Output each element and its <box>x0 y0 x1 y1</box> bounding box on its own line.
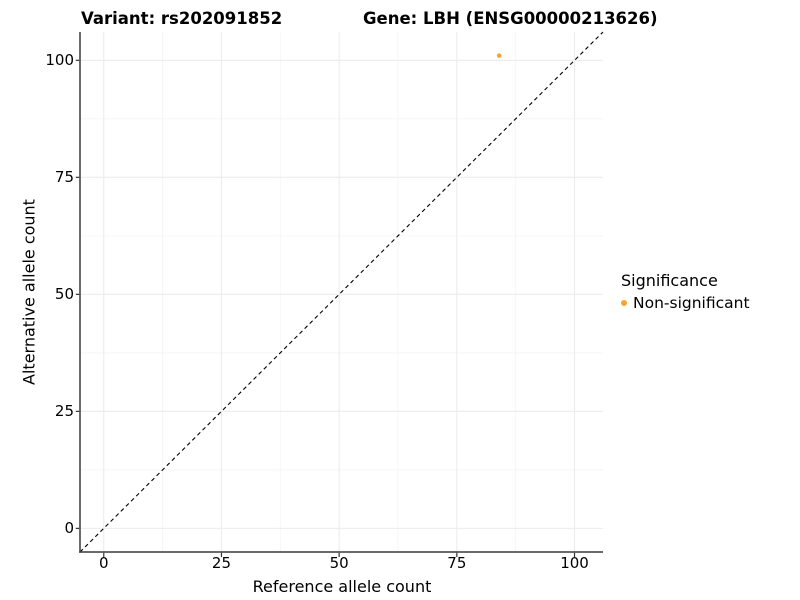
x-axis-title: Reference allele count <box>252 577 432 596</box>
data-point <box>496 53 502 58</box>
legend-point-icon <box>621 300 627 306</box>
plot-title-gene: Gene: LBH (ENSG00000213626) <box>363 9 658 28</box>
identity-reference-line <box>79 31 604 553</box>
y-tick-label: 0 <box>64 518 74 537</box>
y-axis-title: Alternative allele count <box>19 199 39 385</box>
plot-panel <box>75 31 604 557</box>
x-tick-label: 50 <box>329 554 349 572</box>
y-tick-label: 50 <box>54 284 74 303</box>
legend-item-non-significant: Non-significant <box>621 294 750 312</box>
legend-title: Significance <box>621 271 718 290</box>
y-tick-label: 100 <box>45 50 74 69</box>
legend-item-label: Non-significant <box>633 294 750 312</box>
plot-title-variant: Variant: rs202091852 <box>81 9 283 28</box>
y-tick-label: 25 <box>54 401 74 420</box>
x-tick-label: 100 <box>560 554 589 572</box>
x-tick-label: 75 <box>447 554 467 572</box>
legend: Significance Non-significant <box>621 271 750 312</box>
x-tick-label: 25 <box>211 554 231 572</box>
x-tick-label: 0 <box>98 554 109 572</box>
y-tick-label: 75 <box>54 167 74 186</box>
